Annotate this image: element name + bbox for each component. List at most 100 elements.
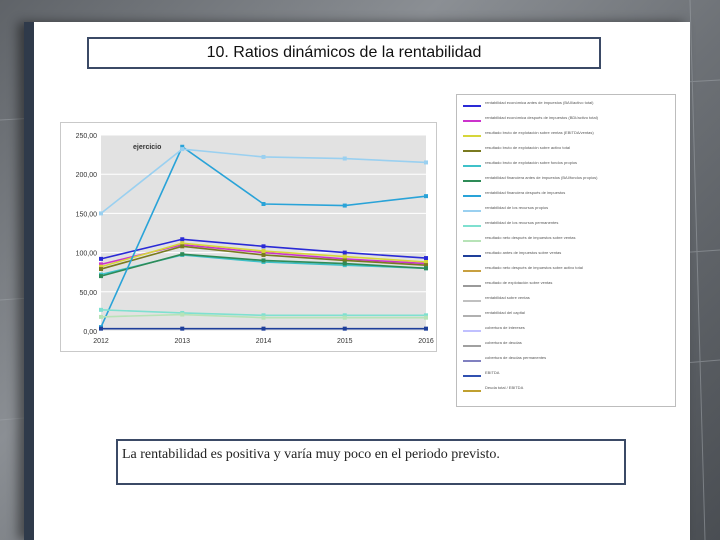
data-point xyxy=(180,237,185,242)
legend-label: rentabilidad de los recursos propios xyxy=(485,205,549,210)
x-tick-label: 2014 xyxy=(256,338,272,345)
data-point xyxy=(180,252,185,257)
legend-swatch xyxy=(463,165,481,167)
legend-label: rentabilidad económica antes de impuesto… xyxy=(485,100,594,105)
data-point xyxy=(342,258,347,263)
legend-label: resultado bruto de explotación sobre act… xyxy=(485,145,570,150)
data-point xyxy=(99,326,103,331)
legend-swatch xyxy=(463,375,481,377)
y-tick-label: 200,00 xyxy=(76,172,98,179)
data-point xyxy=(261,258,266,263)
data-point xyxy=(180,244,185,249)
data-point xyxy=(424,313,428,318)
x-tick-label: 2012 xyxy=(93,338,109,345)
data-point xyxy=(261,313,266,318)
x-tick-label: 2013 xyxy=(174,338,190,345)
y-tick-label: 0,00 xyxy=(83,329,97,336)
chart-svg: 0,00 50,00 100,00 150,00 200,00 250,00 2012 201… xyxy=(76,133,434,345)
chart-title: ejercicio xyxy=(133,144,161,151)
x-tick-label: 2016 xyxy=(418,338,434,345)
y-tick-label: 250,00 xyxy=(76,133,98,140)
data-point xyxy=(261,315,266,320)
data-point xyxy=(261,326,266,331)
data-point xyxy=(342,203,347,208)
caption-text: La rentabilidad es positiva y varía muy … xyxy=(122,447,500,462)
data-point xyxy=(424,256,428,261)
data-point xyxy=(342,261,347,266)
legend-swatch xyxy=(463,255,481,257)
legend-label: cobertura de deudas permanentes xyxy=(485,355,547,360)
data-point xyxy=(99,267,103,272)
data-point xyxy=(180,241,185,246)
data-point xyxy=(342,250,347,255)
data-point xyxy=(424,266,428,271)
legend-swatch xyxy=(463,195,481,197)
data-point xyxy=(180,326,185,331)
legend-label: rentabilidad de los recursos permanentes xyxy=(485,220,559,225)
data-point xyxy=(261,244,266,249)
line-chart: 0,00 50,00 100,00 150,00 200,00 250,00 2012 201… xyxy=(60,122,437,352)
data-point xyxy=(99,314,103,319)
y-tick-label: 50,00 xyxy=(79,290,97,297)
y-tick-label: 150,00 xyxy=(76,211,98,218)
legend-swatch xyxy=(463,240,481,242)
data-point xyxy=(424,326,428,331)
data-point xyxy=(424,260,428,265)
chart-legend: rentabilidad económica antes de impuesto… xyxy=(456,94,676,407)
data-point xyxy=(180,144,185,149)
legend-swatch xyxy=(463,270,481,272)
caption-box: La rentabilidad es positiva y varía muy … xyxy=(116,439,626,485)
legend-swatch xyxy=(463,120,481,122)
legend-swatch xyxy=(463,360,481,362)
legend-swatch xyxy=(463,180,481,182)
legend-swatch xyxy=(463,315,481,317)
x-tick-label: 2015 xyxy=(337,338,353,345)
data-point xyxy=(261,252,266,257)
legend-label: rentabilidad financiera después de impue… xyxy=(485,190,566,195)
data-point xyxy=(342,313,347,318)
legend-label: resultado antes de impuestos sobre venta… xyxy=(485,250,562,255)
data-point xyxy=(424,194,428,199)
data-point xyxy=(99,211,103,216)
data-point xyxy=(261,154,266,159)
plot-area xyxy=(101,135,426,331)
legend-swatch xyxy=(463,210,481,212)
data-point xyxy=(342,254,347,259)
data-point xyxy=(99,262,103,267)
data-point xyxy=(261,201,266,206)
y-tick-label: 100,00 xyxy=(76,251,98,258)
data-point xyxy=(180,312,185,317)
data-point xyxy=(424,263,428,268)
legend-label: resultado neto después de impuestos sobr… xyxy=(485,235,576,240)
legend-swatch xyxy=(463,285,481,287)
legend-swatch xyxy=(463,150,481,152)
legend-label: cobertura de intereses xyxy=(485,325,525,330)
slide-title: 10. Ratios dinámicos de la rentabilidad xyxy=(87,37,601,69)
data-point xyxy=(342,315,347,320)
data-point xyxy=(342,326,347,331)
data-point xyxy=(99,256,103,261)
legend-label: cobertura de deudas xyxy=(485,340,522,345)
data-point xyxy=(424,160,428,165)
legend-label: resultado bruto de explotación sobre ven… xyxy=(485,130,594,135)
legend-label: Deuda total / EBITDA xyxy=(485,385,524,390)
data-point xyxy=(99,307,103,312)
legend-label: resultado bruto de explotación sobre fon… xyxy=(485,160,578,165)
data-point xyxy=(342,156,347,161)
legend-swatch xyxy=(463,330,481,332)
legend-swatch xyxy=(463,105,481,107)
legend-swatch xyxy=(463,390,481,392)
legend-label: rentabilidad del capital xyxy=(485,310,525,315)
legend-label: rentabilidad financiera antes de impuest… xyxy=(485,175,598,180)
legend-label: EBITDA xyxy=(485,370,500,375)
legend-label: resultado de explotación sobre ventas xyxy=(485,280,553,285)
legend-label: rentabilidad sobre ventas xyxy=(485,295,530,300)
data-point xyxy=(99,264,103,269)
data-point xyxy=(261,249,266,254)
legend-swatch xyxy=(463,300,481,302)
legend-label: resultado neto después de impuestos sobr… xyxy=(485,265,583,270)
legend-swatch xyxy=(463,225,481,227)
data-point xyxy=(99,274,103,279)
data-point xyxy=(424,315,428,320)
slide-title-text: 10. Ratios dinámicos de la rentabilidad xyxy=(206,44,482,61)
